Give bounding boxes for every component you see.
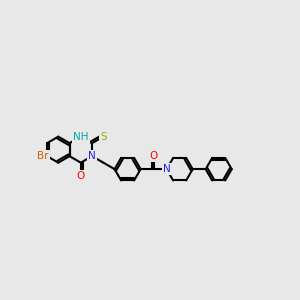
Text: Br: Br [37, 151, 49, 161]
Text: S: S [100, 132, 107, 142]
Text: N: N [163, 164, 170, 174]
Text: NH: NH [73, 132, 88, 142]
Text: O: O [149, 151, 158, 161]
Text: O: O [77, 171, 85, 181]
Text: N: N [88, 151, 96, 161]
